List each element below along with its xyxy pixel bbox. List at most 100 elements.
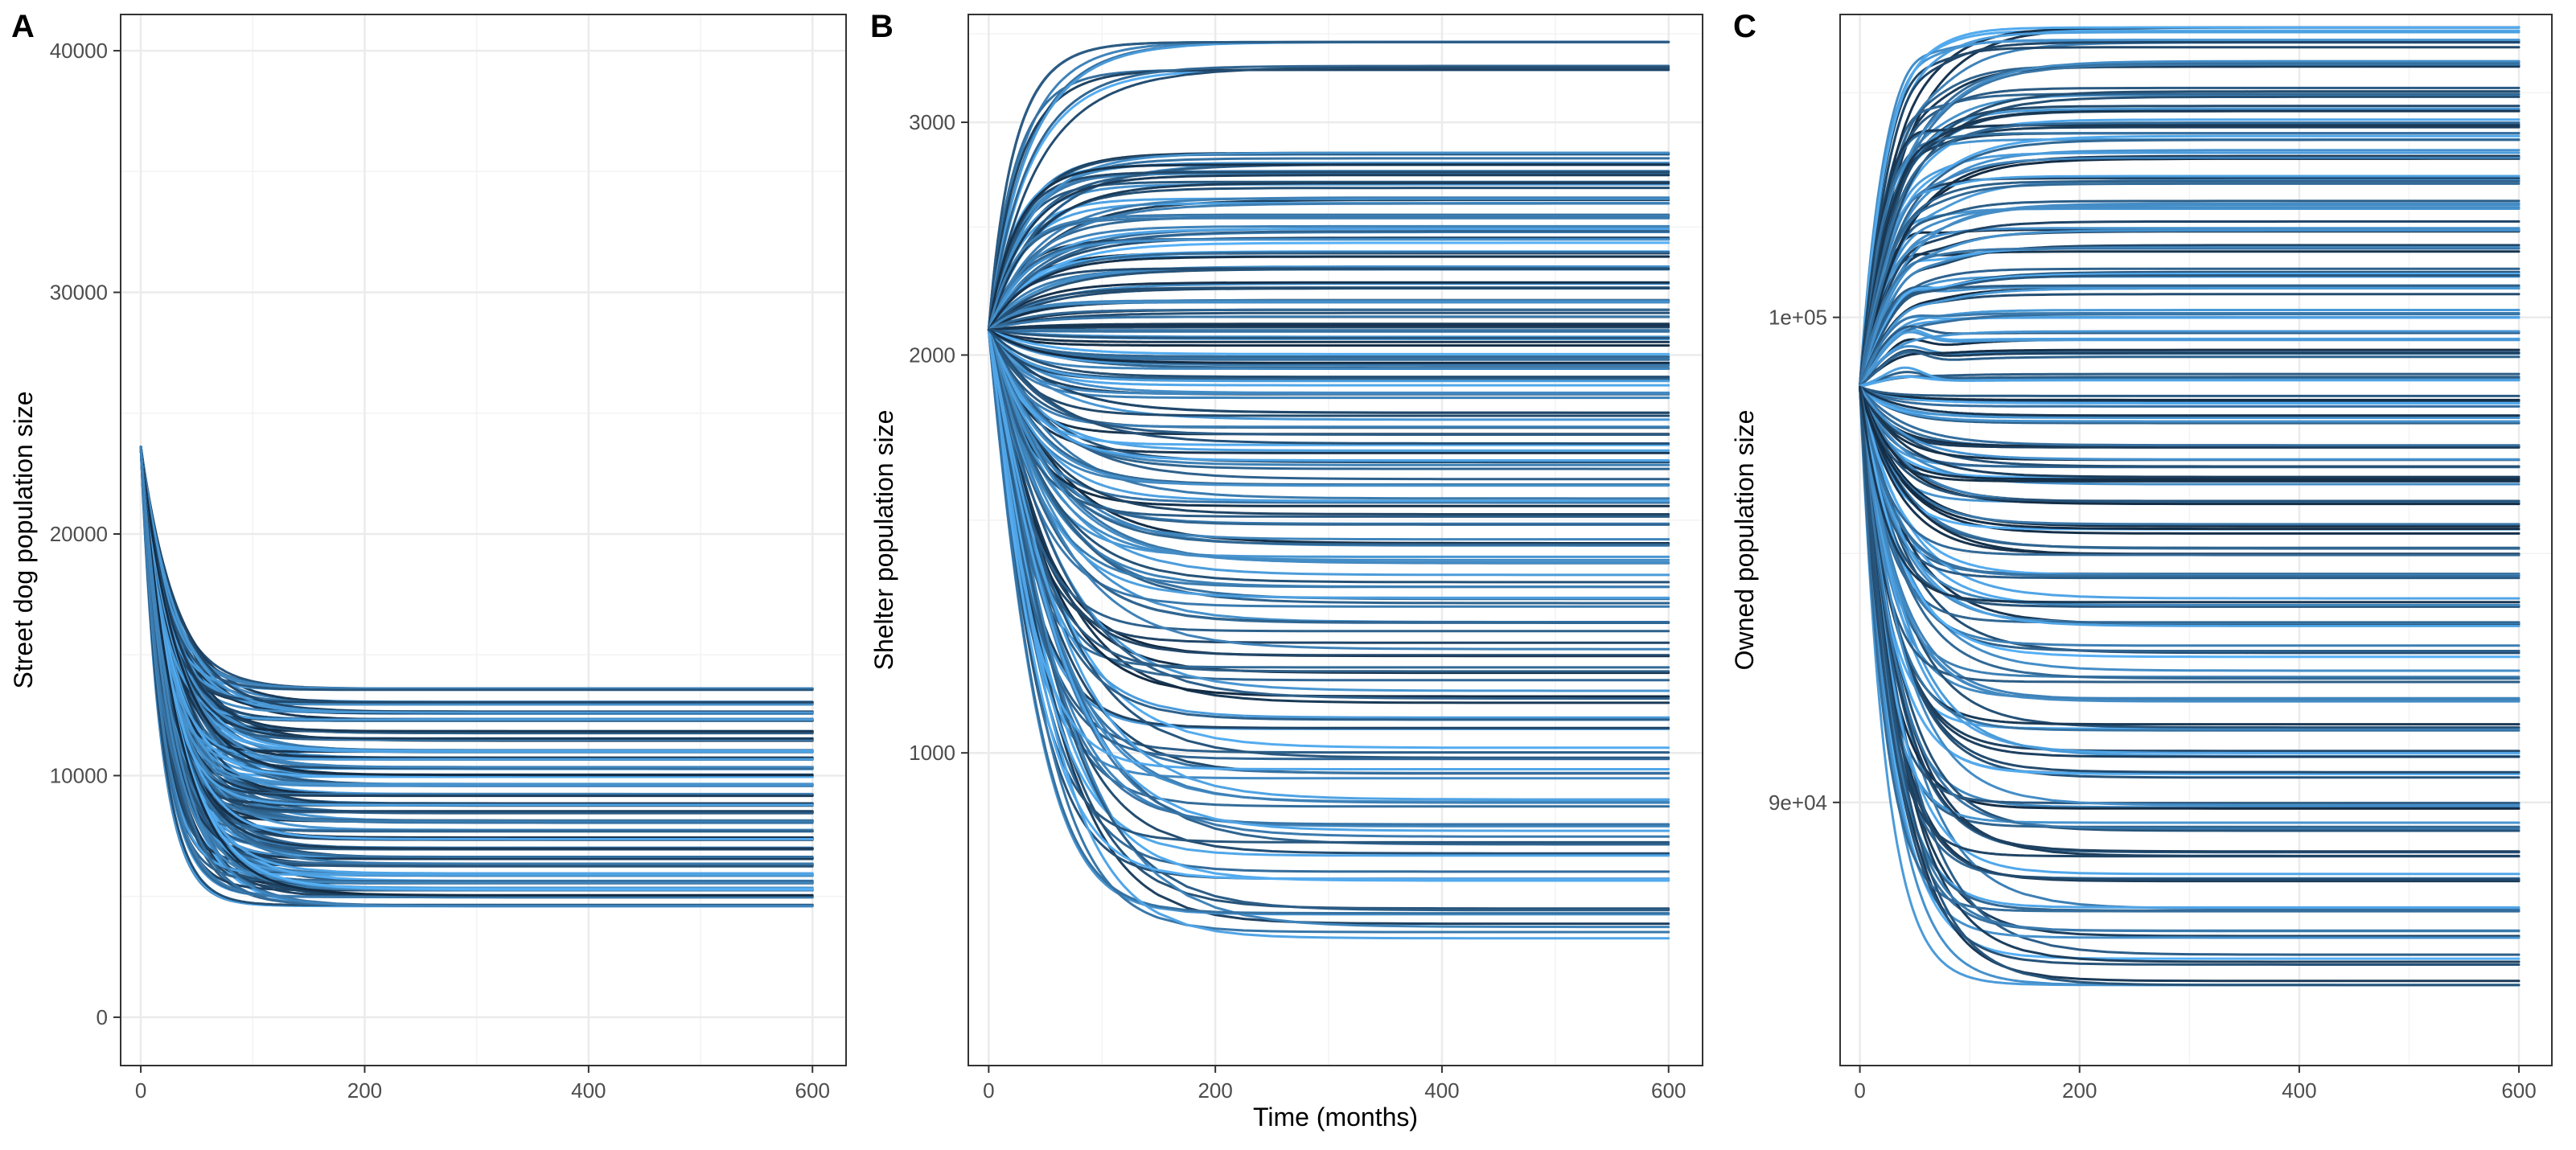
series-line [1859, 385, 2521, 956]
series-line [987, 214, 1670, 331]
series-line [1859, 156, 2521, 388]
panel-letter: B [870, 9, 894, 44]
series-line [987, 299, 1670, 331]
series-line [987, 328, 1670, 400]
series-line [987, 328, 1670, 704]
series-line [1859, 26, 2521, 388]
series-line [1859, 385, 2521, 401]
series-line [1859, 274, 2521, 388]
x-tick-label: 0 [983, 1078, 994, 1103]
series-line [987, 328, 1670, 396]
series-line [1859, 385, 2521, 478]
series-line [1859, 247, 2521, 388]
series-line [987, 328, 1670, 446]
series-line [987, 328, 1670, 673]
series-line [139, 446, 814, 840]
series-line [987, 328, 1670, 801]
series-line [1859, 385, 2521, 503]
series-line [1859, 385, 2521, 659]
series-line [1859, 385, 2521, 624]
series-line [1859, 350, 2521, 388]
y-tick-label: 0 [97, 1005, 108, 1029]
series-line [139, 446, 814, 733]
series-line [987, 328, 1670, 445]
series-line [1859, 124, 2521, 387]
series-line [139, 446, 814, 692]
series-line [987, 324, 1670, 331]
series-line [987, 268, 1670, 331]
series-line [987, 40, 1670, 331]
series-line [1859, 385, 2521, 486]
y-tick-label: 30000 [50, 281, 108, 305]
series-line [1859, 385, 2521, 419]
series-line [987, 202, 1670, 331]
y-tick-label: 3000 [909, 110, 955, 134]
x-tick-label: 400 [2282, 1078, 2316, 1103]
series-line [987, 328, 1670, 882]
series-line [987, 328, 1670, 487]
series-line [987, 196, 1670, 331]
panel-a: 0 200 400 600 0 10000 20000 30000 40000 A Street d… [9, 9, 847, 1103]
series-line [987, 255, 1670, 331]
series-line [987, 328, 1670, 339]
series-line [1859, 41, 2521, 387]
x-tick-label: 400 [571, 1078, 606, 1103]
series-line [987, 328, 1670, 333]
series-line [1859, 385, 2521, 461]
series-line [1859, 385, 2521, 680]
panel-border [968, 14, 1703, 1066]
series-line [1859, 385, 2521, 987]
series-line [1859, 385, 2521, 531]
series-line [987, 328, 1670, 881]
panel-b: 0 200 400 600 1000 2000 3000 B Shelter populatio… [869, 9, 1703, 1132]
series-line [1859, 385, 2521, 703]
series-line [1859, 331, 2521, 387]
series-line [987, 328, 1670, 759]
series-line [987, 328, 1670, 912]
series-line [987, 328, 1670, 844]
series-line [139, 446, 814, 897]
series-line [139, 446, 814, 714]
y-tick-label: 1000 [909, 741, 955, 765]
series-line [1859, 175, 2521, 388]
series-line [1859, 182, 2521, 388]
series-line [1859, 371, 2521, 388]
series-line [1859, 385, 2521, 408]
series-line [987, 328, 1670, 503]
series-line [987, 328, 1670, 462]
series-line [1859, 385, 2521, 963]
series-line [987, 328, 1670, 940]
series-line [987, 328, 1670, 651]
series-line [1859, 330, 2521, 388]
series-group [1859, 26, 2521, 987]
y-tick-label: 2000 [909, 343, 955, 367]
series-line [1859, 385, 2521, 830]
series-line [987, 64, 1670, 331]
series-line [987, 174, 1670, 331]
series-line [987, 286, 1670, 331]
series-line [987, 328, 1670, 383]
series-line [1859, 86, 2521, 388]
y-tick-label: 40000 [50, 39, 108, 63]
series-line [987, 315, 1670, 331]
x-tick-label: 600 [795, 1078, 830, 1103]
series-line [1859, 121, 2521, 388]
y-axis-title: Street dog population size [9, 391, 38, 688]
series-line [1859, 385, 2521, 417]
series-line [1859, 385, 2521, 775]
series-line [1859, 273, 2521, 387]
series-line [987, 40, 1670, 331]
series-group [987, 40, 1670, 940]
series-line [139, 446, 814, 778]
series-line [987, 328, 1670, 347]
panel-letter: C [1733, 9, 1756, 44]
series-line [987, 328, 1670, 332]
series-line [1859, 385, 2521, 397]
series-line [987, 328, 1670, 832]
series-line [987, 328, 1670, 355]
series-line [1859, 385, 2521, 754]
panel-letter: A [11, 9, 35, 44]
series-line [1859, 348, 2521, 388]
series-line [987, 328, 1670, 364]
